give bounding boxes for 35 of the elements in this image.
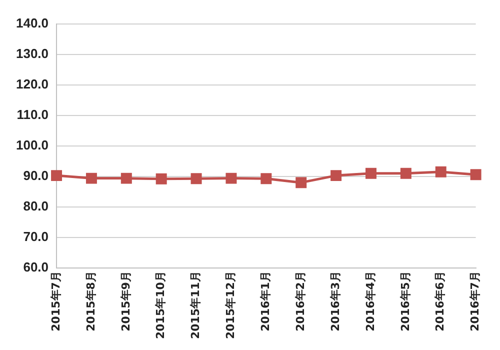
y-tick-label: 120.0 — [16, 76, 49, 92]
x-tick-label: 2016年5月 — [398, 271, 412, 332]
point — [260, 173, 272, 184]
point — [400, 168, 412, 179]
x-tick-label: 2016年1月 — [259, 271, 272, 332]
x-tick-label: 2016年3月 — [328, 271, 342, 332]
x-tick-label: 2015年8月 — [84, 271, 98, 332]
x-tick-label: 2015年10月 — [154, 271, 168, 340]
point — [226, 172, 237, 184]
point — [51, 170, 62, 182]
point — [86, 172, 97, 184]
point — [296, 177, 307, 188]
y-tick-label: 100.0 — [16, 138, 49, 153]
x-tick-label: 2015年9月 — [119, 271, 132, 332]
x-tick-label: 2015年12月 — [224, 271, 238, 340]
point — [156, 173, 167, 184]
x-tick-label: 2015年7月 — [49, 271, 62, 332]
point — [120, 172, 132, 184]
point — [365, 168, 376, 179]
y-tick-label: 140.0 — [16, 15, 49, 30]
y-tick-label: 60.0 — [23, 260, 49, 275]
x-tick-label: 2016年4月 — [364, 271, 377, 332]
y-tick-label: 110.0 — [16, 106, 49, 122]
point — [190, 173, 202, 184]
x-tick-label: 2016年7月 — [468, 271, 482, 332]
y-tick-label: 130.0 — [16, 46, 49, 61]
point — [435, 166, 446, 178]
y-tick-label: 90.0 — [23, 168, 49, 184]
point — [330, 170, 342, 182]
y-tick-label: 70.0 — [23, 229, 49, 244]
x-tick-label: 2016年2月 — [294, 271, 307, 332]
x-tick-label: 2015年11月 — [189, 271, 202, 340]
x-tick-label: 2016年6月 — [434, 271, 447, 332]
point — [470, 169, 482, 180]
y-tick-label: 80.0 — [23, 198, 49, 214]
